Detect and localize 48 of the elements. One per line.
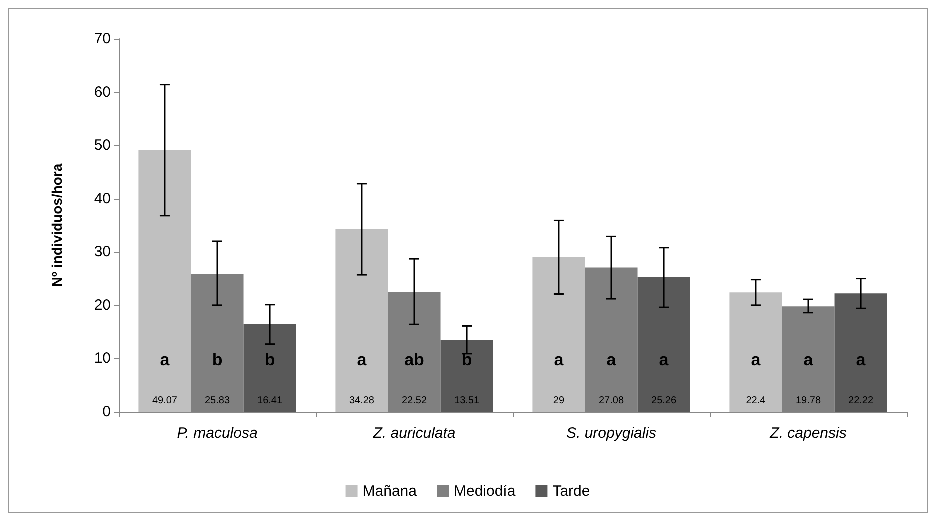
data-label: 25.83 xyxy=(204,396,230,406)
annotation: ab xyxy=(404,350,424,370)
x-tick-label: P. maculosa xyxy=(177,425,258,442)
data-label: 13.51 xyxy=(454,396,480,406)
y-tick-label: 30 xyxy=(94,244,111,261)
annotation: b xyxy=(462,350,472,370)
annotation: a xyxy=(804,350,814,370)
annotation: a xyxy=(659,350,670,370)
annotation: a xyxy=(606,350,617,370)
bar xyxy=(638,277,690,412)
data-label: 16.41 xyxy=(258,396,283,406)
x-tick-label: Z. auriculata xyxy=(372,425,456,442)
data-label: 29 xyxy=(553,396,565,406)
bar xyxy=(730,292,782,412)
annotation: a xyxy=(856,350,866,370)
y-tick-label: 10 xyxy=(94,350,111,368)
y-tick-label: 70 xyxy=(94,30,111,48)
legend-label: Mediodía xyxy=(454,483,516,500)
data-label: 25.26 xyxy=(652,396,677,406)
y-tick-label: 20 xyxy=(94,296,111,314)
bar xyxy=(532,257,586,412)
annotation: b xyxy=(264,350,276,370)
annotation: a xyxy=(751,350,762,370)
data-label: 49.07 xyxy=(152,396,178,406)
bar xyxy=(440,340,494,412)
y-tick-label: 40 xyxy=(94,190,111,208)
bar xyxy=(244,324,296,412)
data-label: 22.52 xyxy=(402,396,428,406)
y-tick-label: 50 xyxy=(94,137,111,154)
x-tick-label: Z. capensis xyxy=(769,425,848,442)
y-tick-label: 0 xyxy=(102,404,111,420)
data-label: 27.08 xyxy=(598,396,624,406)
bar xyxy=(138,150,192,412)
bar xyxy=(834,294,888,412)
bar xyxy=(336,229,388,412)
legend-label: Tarde xyxy=(552,483,590,500)
annotation: a xyxy=(554,350,564,370)
y-axis-title: Nº individuos/hora xyxy=(49,164,65,288)
annotation: a xyxy=(357,350,368,370)
y-tick-label: 60 xyxy=(94,84,111,101)
legend-label: Mañana xyxy=(362,483,418,500)
x-tick-label: S. uropygialis xyxy=(566,425,658,442)
data-label: 34.28 xyxy=(349,396,375,406)
data-label: 22.22 xyxy=(848,396,874,406)
annotation: b xyxy=(212,350,223,370)
annotation: a xyxy=(160,350,170,370)
data-label: 22.4 xyxy=(746,396,766,406)
data-label: 19.78 xyxy=(796,396,822,406)
